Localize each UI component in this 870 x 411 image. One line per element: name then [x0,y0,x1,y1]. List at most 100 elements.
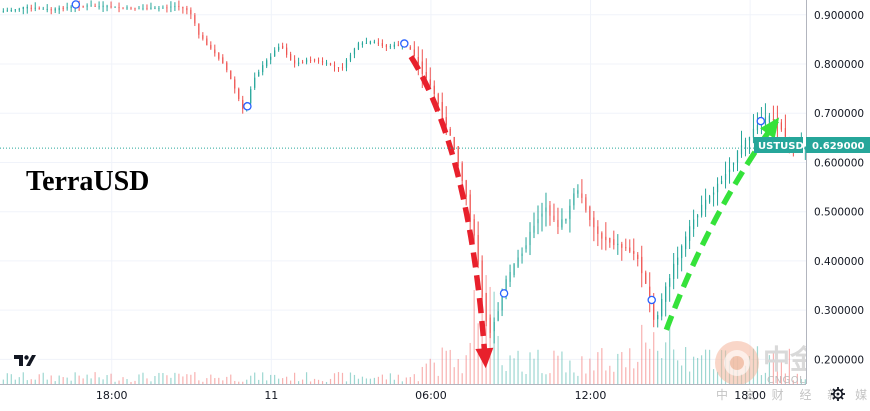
candle-body [146,7,148,9]
volume-bar [62,377,64,384]
volume-bar [329,378,332,384]
candle-body [736,150,739,163]
volume-bar [126,379,128,384]
candle-body [565,218,567,221]
volume-bar [557,355,559,384]
candle-body [262,65,264,73]
candle-body [158,8,160,10]
candle-body [473,219,475,236]
candle-body [517,257,519,267]
tradingview-logo[interactable] [12,351,38,369]
volume-bar [601,348,603,384]
volume-bar [210,374,212,384]
candle-body [313,59,316,61]
volume-bar [389,373,391,384]
candle-body [445,117,447,126]
candle-body [46,8,48,10]
candle-body [421,61,423,74]
volume-bar [345,381,348,384]
volume-bar [617,353,619,384]
volume-bar [417,381,419,384]
candle-body [633,250,635,254]
volume-bar [50,375,52,384]
volume-bar [174,372,176,384]
volume-bar [82,378,84,384]
candle-body [86,5,88,7]
candle-body [493,321,495,332]
candle-body [629,247,631,252]
trend-arrows [408,55,780,369]
candle-body [681,245,683,259]
volume-bar [533,358,535,384]
volume-bar [58,375,60,384]
candle-body [413,49,415,57]
symbol-label: USTUSDT [758,141,811,152]
event-markers [71,0,766,305]
candle-body [545,207,547,212]
volume-bar [505,370,507,384]
candle-body [54,8,56,11]
candle-body [110,6,112,8]
candle-body [712,192,715,195]
candle-body [361,42,364,45]
candle-body [373,41,376,44]
candle-body [62,7,64,9]
candle-body [700,204,703,216]
volume-bar [297,381,300,384]
candle-body [728,169,731,173]
volume-bar [170,377,172,384]
candle-body [90,5,92,7]
candle-body [804,146,806,150]
volume-bar [581,356,583,384]
settings-gear-icon[interactable] [831,387,845,401]
candle-body [190,9,192,15]
candle-body [10,10,12,12]
volume-bar [258,379,260,384]
candle-body [744,140,747,149]
green-arrow-head [760,117,780,139]
candle-body [50,9,52,11]
candle-body [170,6,172,8]
candle-body [533,225,535,233]
candle-body [485,292,487,322]
candle-body [509,272,511,282]
candle-body [752,128,755,138]
volume-bar [800,379,802,384]
volume-bar [637,361,639,384]
candle-body [353,48,356,55]
volume-bar [102,379,104,384]
event-marker [400,39,409,48]
candle-body [569,205,571,219]
volume-bar [282,378,284,384]
chart-annotation: TerraUSD [26,166,149,197]
volume-bar [513,358,515,384]
candle-body [529,231,531,246]
volume-bar [130,381,132,384]
candle-body [537,219,539,224]
y-tick-label: 0.200000 [814,354,864,366]
candle-body [282,45,284,49]
volume-bars [2,275,806,384]
volume-bar [441,347,443,384]
volume-bar [764,372,767,384]
volume-bar [2,379,4,384]
candle-body [553,215,555,220]
candle-body [689,226,691,241]
event-marker [243,102,252,111]
candle-body [321,60,324,63]
volume-bar [712,369,715,384]
candle-body [641,256,643,274]
candle-body [453,137,455,150]
candle-body [677,257,679,265]
candle-body [30,7,32,9]
volume-bar [453,367,455,384]
volume-bar [621,352,623,384]
candle-body [549,205,551,216]
last-price-tag-bg [806,137,870,153]
symbol-tag-bg [754,137,803,153]
candle-body [369,41,372,44]
candle-body [649,286,651,301]
candle-body [505,279,507,297]
volume-bar [222,380,224,384]
candle-body [617,243,619,245]
